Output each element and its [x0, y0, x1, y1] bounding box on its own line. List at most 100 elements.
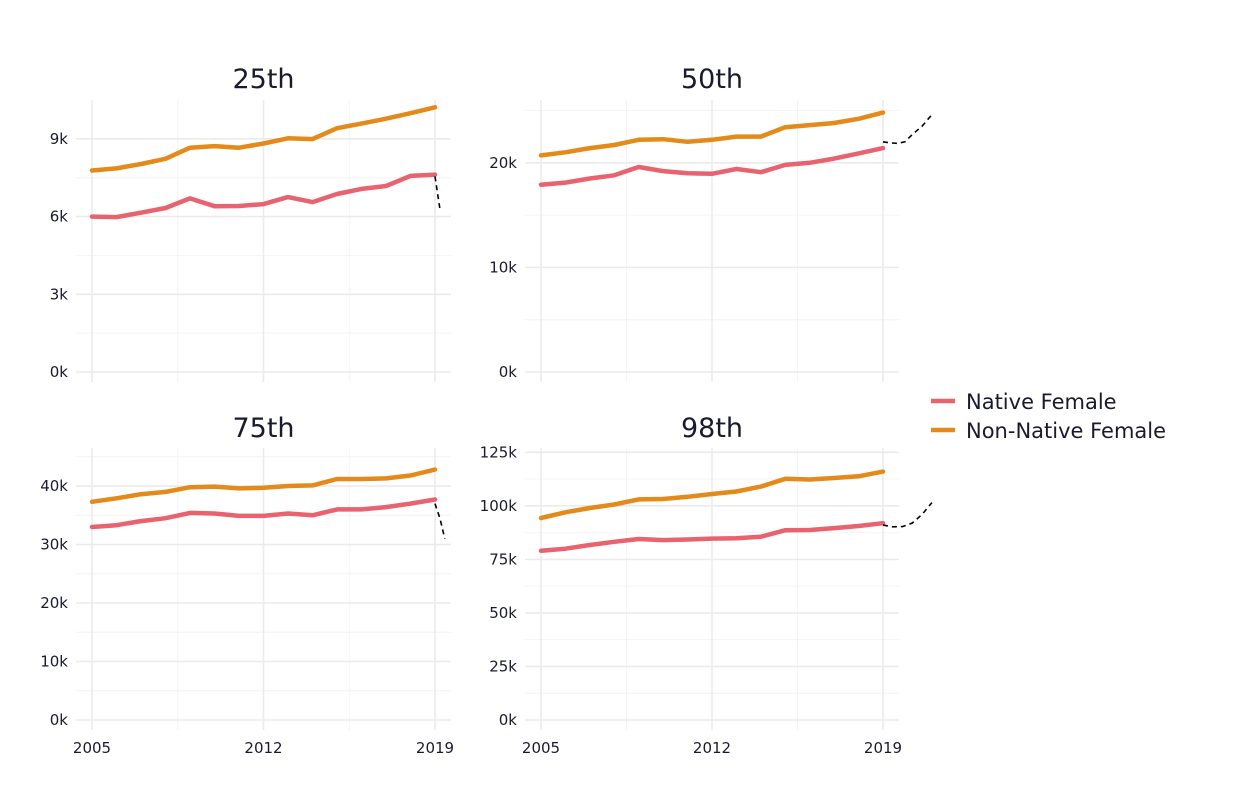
data-point-native-female [759, 170, 763, 174]
data-point-native-female [759, 535, 763, 538]
data-point-non-native-female [90, 500, 94, 504]
data-point-non-native-female [613, 503, 616, 506]
data-point-non-native-female [213, 144, 216, 148]
data-point-non-native-female [710, 492, 714, 496]
data-point-native-female [613, 540, 616, 544]
data-point-non-native-female [188, 485, 192, 489]
panel-25th: 0k 3k 6k 9k 25th [50, 64, 451, 382]
y-tick-label: 125k [480, 443, 518, 461]
data-point-native-female [710, 537, 714, 540]
data-point-non-native-female [164, 490, 167, 494]
data-point-native-female [832, 526, 836, 530]
data-point-native-female [335, 192, 339, 196]
panels-layer: 0k 3k 6k 9k 25th 0k 10k 20k 50th 0k 10k 20k 30k 40k 20… [40, 64, 933, 757]
data-point-native-female [90, 525, 94, 529]
data-point-non-native-female [433, 468, 437, 471]
data-point-native-female [637, 537, 640, 541]
y-tick-label: 10k [40, 653, 68, 671]
panel-title: 75th [232, 413, 294, 444]
data-point-native-female [784, 529, 787, 532]
data-point-native-female [115, 524, 118, 527]
data-point-non-native-female [564, 151, 567, 154]
data-point-non-native-female [686, 495, 689, 499]
data-point-native-female [784, 163, 787, 167]
data-point-non-native-female [335, 477, 339, 481]
data-point-native-female [213, 205, 216, 208]
data-point-native-female [237, 204, 241, 208]
data-point-native-female [613, 174, 616, 177]
data-point-non-native-female [115, 497, 118, 500]
data-point-native-female [360, 508, 363, 511]
data-point-non-native-female [188, 146, 192, 149]
x-tick-label: 2019 [416, 739, 454, 757]
data-point-non-native-female [832, 121, 836, 125]
data-point-non-native-female [384, 117, 388, 120]
data-point-native-female [409, 174, 412, 178]
data-point-non-native-female [857, 117, 860, 121]
data-point-non-native-female [384, 477, 388, 480]
data-point-native-female [661, 169, 665, 173]
y-tick-label: 100k [480, 497, 518, 515]
y-tick-label: 40k [40, 477, 68, 495]
data-point-non-native-female [286, 484, 290, 488]
y-tick-label: 25k [489, 657, 517, 675]
data-point-non-native-female [613, 143, 616, 147]
data-point-non-native-female [637, 138, 640, 141]
data-point-native-female [311, 200, 314, 204]
data-point-non-native-female [311, 137, 314, 141]
data-point-non-native-female [735, 490, 738, 493]
data-point-native-female [188, 197, 192, 200]
data-point-native-female [539, 183, 543, 186]
legend-item-native-female: Native Female [931, 390, 1117, 414]
data-point-non-native-female [808, 478, 811, 481]
data-point-native-female [881, 146, 885, 150]
data-point-native-female [808, 161, 811, 164]
data-point-non-native-female [115, 167, 118, 170]
x-tick-label: 2005 [73, 739, 111, 757]
data-point-non-native-female [735, 135, 738, 138]
data-point-non-native-female [564, 511, 567, 514]
data-point-non-native-female [759, 135, 763, 138]
data-point-non-native-female [588, 506, 592, 510]
data-point-native-female [433, 498, 437, 501]
data-point-native-female [286, 195, 290, 199]
y-tick-label: 30k [40, 536, 68, 554]
panel-75th: 0k 10k 20k 30k 40k 2005 2012 2019 75th [40, 413, 454, 757]
data-point-native-female [808, 528, 811, 532]
data-point-native-female [286, 512, 290, 515]
data-point-non-native-female [808, 123, 811, 127]
panel-98th: 0k 25k 50k 75k 100k 125k 2005 2012 2019 98th [480, 413, 933, 757]
data-point-native-female [881, 521, 885, 525]
y-tick-label: 10k [489, 258, 517, 276]
y-tick-label: 75k [489, 550, 517, 568]
data-point-native-female [588, 177, 592, 180]
data-point-native-female [857, 152, 860, 155]
y-tick-label: 3k [50, 285, 69, 303]
legend-label: Native Female [966, 390, 1117, 414]
data-point-native-female [832, 157, 836, 160]
data-point-non-native-female [881, 470, 885, 473]
data-point-native-female [237, 514, 241, 518]
data-point-native-female [164, 516, 167, 520]
y-tick-label: 20k [40, 594, 68, 612]
y-tick-label: 0k [50, 363, 69, 381]
panel-title: 50th [681, 64, 743, 95]
data-point-native-female [564, 547, 567, 550]
data-point-non-native-female [759, 485, 763, 488]
data-point-non-native-female [784, 126, 787, 129]
data-point-native-female [661, 538, 665, 542]
legend: Native Female Non-Native Female [931, 390, 1166, 443]
data-point-native-female [384, 184, 388, 188]
data-point-non-native-female [360, 122, 363, 125]
y-tick-label: 0k [499, 711, 518, 729]
data-point-non-native-female [539, 516, 543, 520]
data-point-non-native-female [686, 140, 689, 144]
data-point-non-native-female [335, 127, 339, 130]
data-point-native-female [213, 512, 216, 515]
data-point-non-native-female [661, 497, 665, 501]
data-point-native-female [262, 514, 265, 518]
x-tick-label: 2005 [522, 739, 560, 757]
data-point-non-native-female [237, 487, 241, 490]
data-point-native-female [686, 172, 689, 175]
data-point-non-native-female [409, 112, 412, 115]
